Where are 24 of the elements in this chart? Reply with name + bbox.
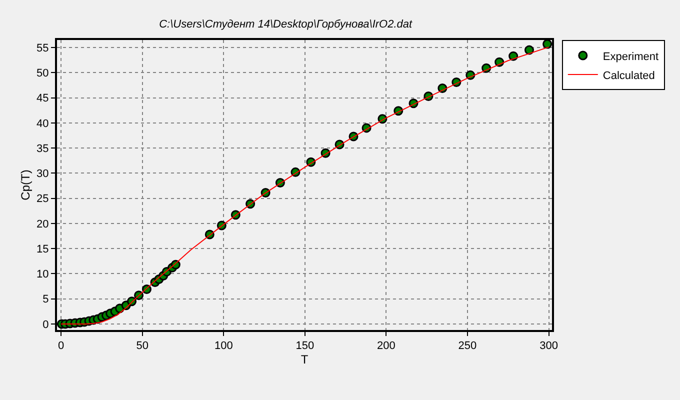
y-tick-label: 50 bbox=[36, 68, 49, 80]
y-tick-label: 15 bbox=[36, 243, 49, 256]
y-tick-label: 45 bbox=[36, 92, 49, 105]
x-tick-label: 250 bbox=[458, 340, 477, 352]
y-tick-label: 25 bbox=[36, 193, 49, 206]
chart-title: C:\Users\Студент 14\Desktop\Горбунова\IrO2.dat bbox=[159, 18, 414, 31]
y-tick-label: 5 bbox=[42, 294, 49, 306]
legend-label: Experiment bbox=[602, 50, 659, 63]
y-tick-label: 30 bbox=[36, 168, 49, 180]
x-tick-label: 150 bbox=[296, 340, 314, 352]
y-tick-label: 35 bbox=[36, 142, 49, 155]
y-tick-label: 55 bbox=[36, 42, 49, 54]
x-tick-label: 0 bbox=[58, 340, 64, 352]
x-tick-label: 100 bbox=[214, 340, 233, 352]
x-tick-label: 200 bbox=[377, 340, 396, 352]
y-axis-title: Cp(T) bbox=[18, 170, 32, 200]
y-tick-label: 40 bbox=[36, 118, 49, 130]
x-tick-label: 50 bbox=[136, 340, 148, 352]
y-tick-label: 20 bbox=[36, 218, 49, 230]
legend-label: Calculated bbox=[602, 70, 655, 82]
y-tick-label: 0 bbox=[42, 318, 49, 331]
y-tick-label: 10 bbox=[36, 268, 49, 281]
x-tick-label: 300 bbox=[540, 340, 558, 352]
x-axis-title: T bbox=[300, 352, 309, 367]
